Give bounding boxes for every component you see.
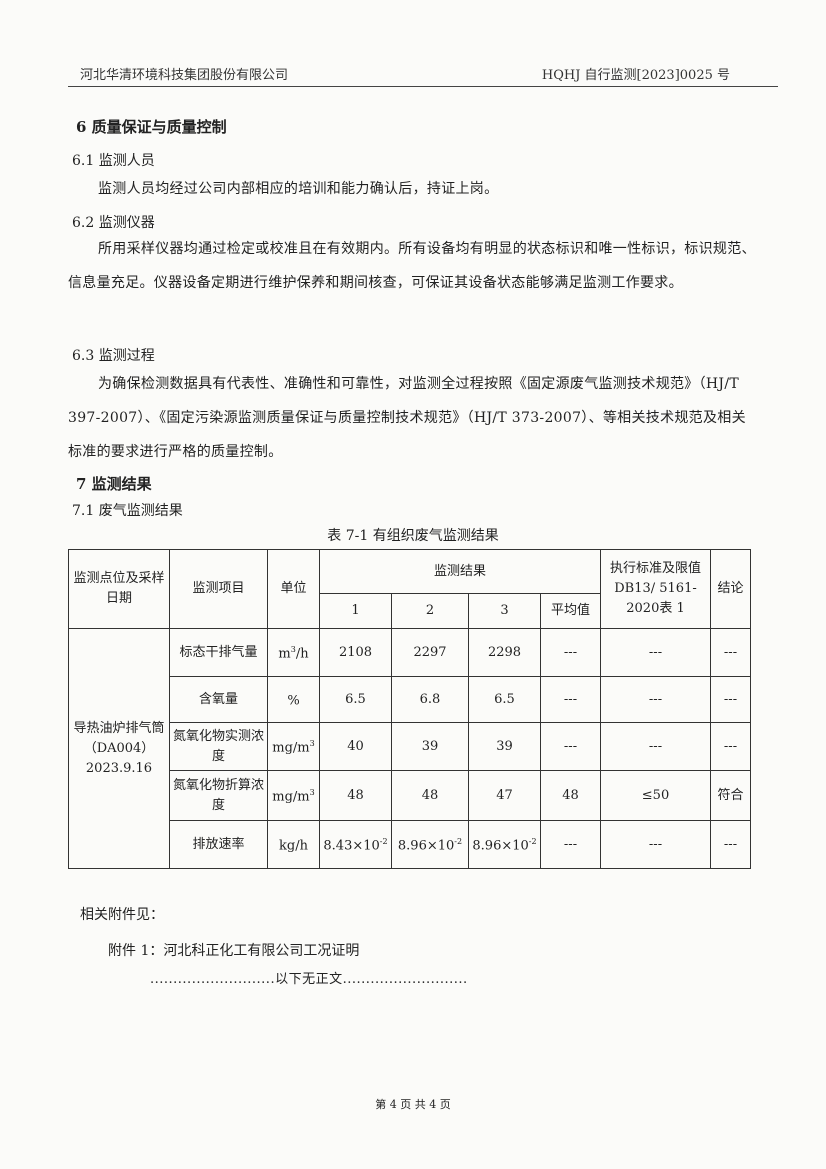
page-number: 第 4 页 共 4 页 [375,1098,451,1111]
result-v3: 8.96×10-2 [468,820,541,869]
standard-limit: --- [600,820,711,869]
company-name: 河北华清环境科技集团股份有限公司 [80,68,289,83]
attachment-1: 附件 1：河北科正化工有限公司工况证明 [108,943,360,959]
header-standard: 执行标准及限值DB13/ 5161-2020表 1 [600,549,711,629]
table-row: 排放速率 kg/h 8.43×10-2 8.96×10-2 8.96×10-2 --- --… [69,820,751,869]
result-v1: 40 [319,722,392,771]
table-row: 氮氧化物实测浓度 mg/m3 40 39 39 --- --- --- [69,722,751,771]
average: --- [540,820,601,869]
header-r2: 2 [391,593,469,629]
conclusion: --- [710,820,751,869]
table-row: 导热油炉排气筒（DA004）2023.9.16 标态干排气量 m3/h 2108 229… [68,628,751,869]
unit: m3/h [267,628,320,677]
result-v3: 47 [468,770,541,821]
section-6-3-text: 为确保检测数据具有代表性、准确性和可靠性，对监测全过程按照《固定源废气监测技术规… [68,376,746,460]
unit: % [267,676,320,723]
result-v1: 2108 [319,628,392,677]
result-v3: 2298 [468,628,541,677]
section-6-1-title: 6.1 监测人员 [72,153,155,169]
average: --- [540,722,601,771]
standard-limit: --- [600,628,711,677]
standard-limit: --- [600,722,711,771]
result-v2: 8.96×10-2 [391,820,469,869]
unit: kg/h [267,820,320,869]
results-table: 监测点位及采样日期 监测项目 单位 监测结果 执行标准及限值DB13/ 5161… [68,549,751,869]
result-v1: 8.43×10-2 [319,820,392,869]
result-v3: 39 [468,722,541,771]
item: 氮氧化物折算浓度 [169,770,268,821]
conclusion: --- [710,722,751,771]
item: 含氧量 [169,676,268,723]
end-of-text: ...........................以下无正文........… [150,972,468,987]
average: 48 [540,770,601,821]
header-avg: 平均值 [540,593,601,629]
average: --- [540,676,601,723]
item: 标态干排气量 [169,628,268,677]
attachments-label: 相关附件见： [80,907,164,923]
item: 氮氧化物实测浓度 [169,722,268,771]
monitoring-point: 导热油炉排气筒（DA004）2023.9.16 [68,628,170,869]
header-point: 监测点位及采样日期 [68,549,170,629]
result-v3: 6.5 [468,676,541,723]
section-6-3-title: 6.3 监测过程 [72,348,155,364]
unit: mg/m3 [267,722,320,771]
average: --- [540,628,601,677]
section-7-1-title: 7.1 废气监测结果 [72,503,183,519]
section-6-2-text: 所用采样仪器均通过检定或校准且在有效期内。所有设备均有明显的状态标识和唯一性标识… [68,241,756,291]
item: 排放速率 [169,820,268,869]
report-number: HQHJ 自行监测[2023]0025 号 [541,68,730,83]
standard-limit: ≤50 [600,770,711,821]
header-results: 监测结果 [319,549,601,594]
section-6-title: 6 质量保证与质量控制 [76,118,227,136]
result-v2: 6.8 [391,676,469,723]
header-item: 监测项目 [169,549,268,629]
table-row: 氮氧化物折算浓度 mg/m3 48 48 47 48 ≤50 符合 [69,770,751,821]
header-r1: 1 [319,593,392,629]
standard-limit: --- [600,676,711,723]
result-v2: 39 [391,722,469,771]
table-caption: 表 7-1 有组织废气监测结果 [327,528,499,544]
result-v2: 48 [391,770,469,821]
section-6-2-title: 6.2 监测仪器 [72,215,155,231]
header-unit: 单位 [267,549,320,629]
result-v2: 2297 [391,628,469,677]
result-v1: 48 [319,770,392,821]
header-rule [68,86,778,87]
table-row: 含氧量% 6.5 6.8 6.5 --- --- --- [69,676,751,723]
section-6-1-text: 监测人员均经过公司内部相应的培训和能力确认后，持证上岗。 [98,181,499,197]
result-v1: 6.5 [319,676,392,723]
conclusion: --- [710,628,751,677]
section-7-title: 7 监测结果 [76,475,152,493]
unit: mg/m3 [267,770,320,821]
conclusion: 符合 [710,770,751,821]
header-conclusion: 结论 [710,549,751,629]
header-r3: 3 [468,593,541,629]
conclusion: --- [710,676,751,723]
